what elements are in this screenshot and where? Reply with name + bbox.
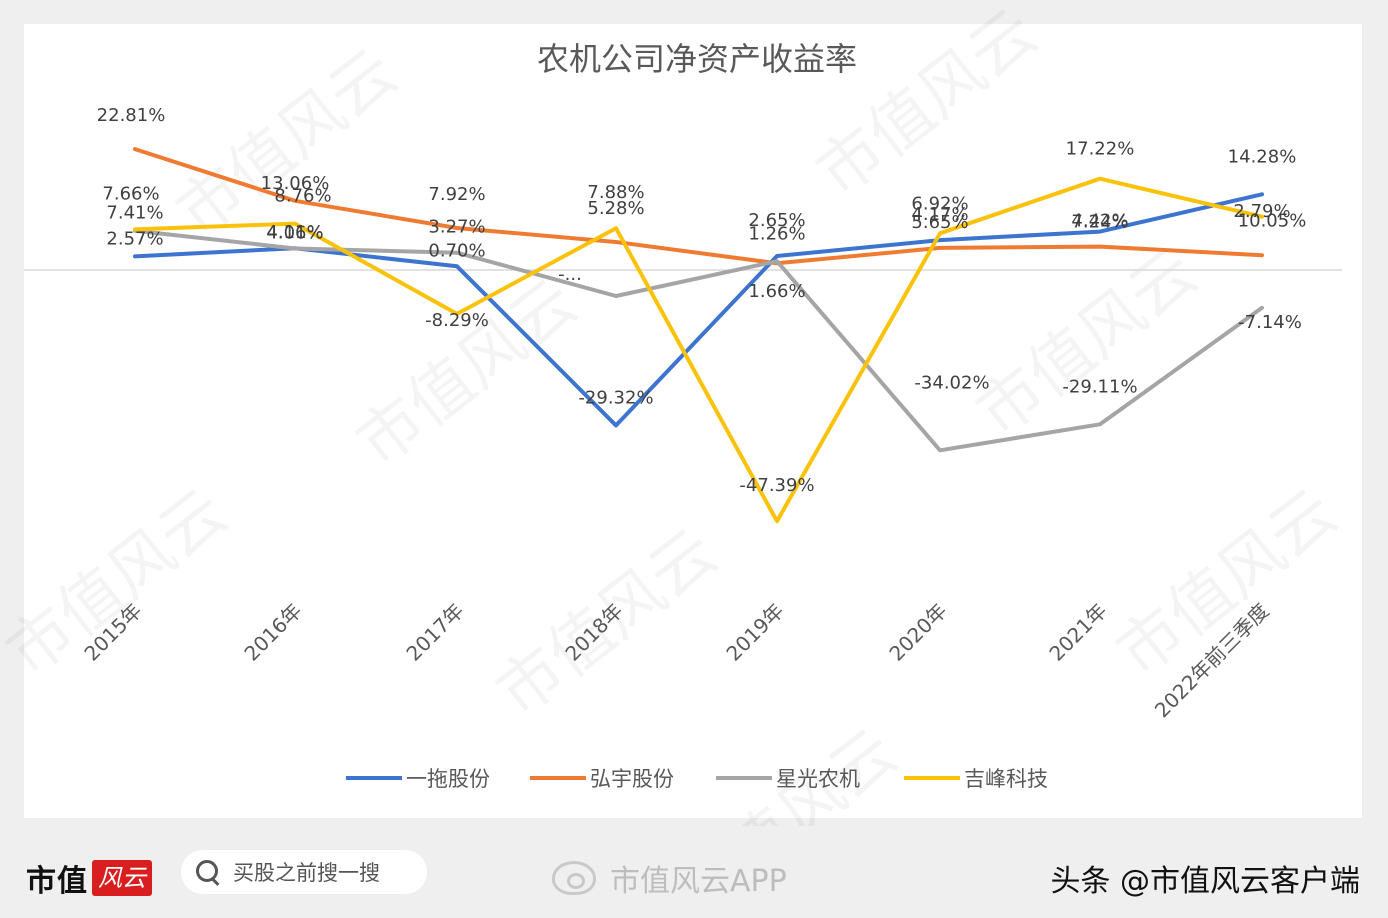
data-label: 2.57% xyxy=(106,228,163,249)
weibo-text: 市值风云APP xyxy=(610,864,787,899)
search-bar[interactable]: 买股之前搜一搜 xyxy=(181,850,427,894)
legend-label: 弘宇股份 xyxy=(590,767,674,791)
data-label: 7.41% xyxy=(106,203,163,224)
data-label: 7.24% xyxy=(1071,212,1128,233)
x-tick-label: 2016年 xyxy=(239,599,306,666)
data-label: 13.06% xyxy=(261,173,330,194)
brand-mark: 风云 xyxy=(92,860,152,896)
data-label: 10.05% xyxy=(1238,211,1307,232)
data-label: 22.81% xyxy=(97,105,166,126)
x-tick-label: 2020年 xyxy=(884,599,951,666)
data-label: 1.26% xyxy=(748,223,805,244)
data-label: 2.79% xyxy=(1233,201,1290,222)
data-label: 1.66% xyxy=(748,281,805,302)
x-tick-label: 2021年 xyxy=(1044,599,1111,666)
data-label: -7.14% xyxy=(1238,312,1302,333)
toutiao-account: 头条 @市值风云客户端 xyxy=(1050,864,1360,899)
data-label: 4.06% xyxy=(266,222,323,243)
weibo-watermark: 市值风云APP xyxy=(552,856,787,900)
data-label: 17.22% xyxy=(1066,139,1135,160)
series-line-2 xyxy=(133,228,1264,453)
series-line-0 xyxy=(133,192,1264,428)
watermark-text: 市值风云 xyxy=(803,0,1050,211)
search-icon xyxy=(195,859,221,886)
footer-bar: 市值 风云 买股之前搜一搜 市值风云APP 头条 @市值风云客户端 xyxy=(0,826,1388,918)
watermark-text: 市值风云 xyxy=(0,475,241,691)
watermark-text: 市值风云 xyxy=(163,35,410,251)
data-label: -29.32% xyxy=(578,387,653,408)
data-label: -34.02% xyxy=(914,372,989,393)
data-label: 14.28% xyxy=(1228,146,1297,167)
data-label: 7.66% xyxy=(102,183,159,204)
series-line-1 xyxy=(133,147,1264,266)
chart-card xyxy=(24,24,1362,818)
data-label: 4.17% xyxy=(911,204,968,225)
brand-logo: 市值 风云 xyxy=(26,856,152,900)
data-label: 8.76% xyxy=(274,186,331,207)
data-label: -47.39% xyxy=(739,475,814,496)
x-tick-label: 2019年 xyxy=(721,599,788,666)
legend-label: 星光农机 xyxy=(776,767,860,791)
data-label: 4.42% xyxy=(1071,211,1128,232)
data-label: 7.88% xyxy=(587,182,644,203)
legend-label: 吉峰科技 xyxy=(964,767,1048,791)
data-label: 5.65% xyxy=(911,212,968,233)
data-label: 4.11% xyxy=(266,222,323,243)
legend-label: 一拖股份 xyxy=(406,767,490,791)
data-label: 7.92% xyxy=(428,184,485,205)
data-label: 3.27% xyxy=(428,217,485,238)
series-line-3 xyxy=(133,176,1264,524)
chart-title: 农机公司净资产收益率 xyxy=(537,40,857,78)
brand-text: 市值 xyxy=(26,864,88,899)
watermark-text: 市值风云 xyxy=(343,265,590,481)
data-label: 6.92% xyxy=(911,193,968,214)
data-label: 2.65% xyxy=(748,210,805,231)
data-label: 5.28% xyxy=(587,198,644,219)
data-label: -29.11% xyxy=(1062,376,1137,397)
watermark-text: 市值风云 xyxy=(963,235,1210,451)
search-placeholder: 买股之前搜一搜 xyxy=(233,861,380,885)
x-tick-label: 2017年 xyxy=(401,599,468,666)
data-label: -8.29% xyxy=(425,310,489,331)
weibo-icon xyxy=(552,861,596,895)
data-label: -... xyxy=(558,264,582,285)
data-label: 0.70% xyxy=(428,240,485,261)
